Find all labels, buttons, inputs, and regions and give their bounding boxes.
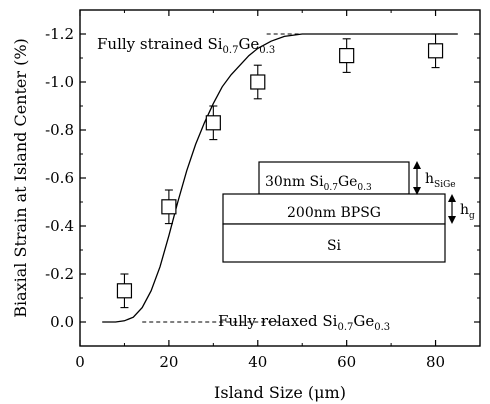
h-sige-arrow-icon	[413, 161, 421, 195]
square-marker	[205, 115, 221, 131]
data-point	[116, 273, 133, 309]
inset-bpsg-label: 200nm BPSG	[287, 205, 381, 221]
square-marker	[250, 74, 266, 90]
data-point	[339, 38, 355, 73]
fit-curve	[102, 33, 458, 323]
data-point	[427, 33, 444, 69]
x-tick-label: 40	[248, 353, 267, 371]
x-tick-label: 20	[159, 353, 178, 371]
square-marker	[161, 199, 177, 215]
inset-si-label: Si	[327, 238, 342, 254]
inset-sige-label: 30nm Si0.7Ge0.3	[265, 174, 372, 193]
h-sige-label: hSiGe	[425, 171, 456, 190]
y-tick-label: -0.4	[45, 217, 74, 235]
h-g-label: hg	[460, 202, 475, 221]
data-points	[116, 33, 444, 309]
inset-sige-layer	[258, 161, 410, 195]
h-g-arrow-icon	[448, 194, 456, 224]
y-axis-ticks: 0.0 -0.2 -0.4 -0.6 -0.8 -1.0 -1.2	[45, 9, 480, 331]
y-tick-label: -0.2	[45, 265, 74, 283]
annotation-fully-strained: Fully strained Si0.7Ge0.3	[97, 35, 275, 56]
data-point	[161, 189, 177, 225]
square-marker	[116, 283, 133, 299]
x-axis-title: Island Size (μm)	[214, 383, 346, 402]
y-tick-label: -1.2	[45, 25, 74, 43]
x-tick-label: 60	[337, 353, 356, 371]
data-point	[250, 64, 266, 100]
layer-stack-inset: 30nm Si0.7Ge0.3 200nm BPSG Si hSiGe hg	[222, 161, 475, 263]
x-tick-label: 80	[426, 353, 445, 371]
data-point	[205, 105, 221, 141]
annotation-fully-relaxed: Fully relaxed Si0.7Ge0.3	[218, 312, 390, 333]
y-tick-label: -0.6	[45, 169, 74, 187]
inset-si-substrate	[222, 223, 446, 263]
x-tick-label: 0	[75, 353, 85, 371]
square-marker	[339, 47, 355, 64]
x-axis-ticks: 0 20 40 60 80	[75, 10, 445, 371]
y-tick-label: -1.0	[45, 73, 74, 91]
y-tick-label: 0.0	[50, 313, 74, 331]
y-axis-title: Biaxial Strain at Island Center (%)	[11, 38, 30, 318]
square-marker	[427, 43, 444, 59]
y-tick-label: -0.8	[45, 121, 74, 139]
